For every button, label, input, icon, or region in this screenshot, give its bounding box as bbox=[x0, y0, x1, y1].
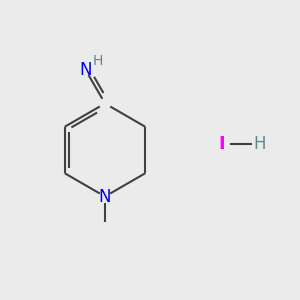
Text: I: I bbox=[219, 135, 225, 153]
Text: H: H bbox=[253, 135, 266, 153]
Text: N: N bbox=[79, 61, 92, 79]
Text: H: H bbox=[92, 54, 103, 68]
Text: N: N bbox=[99, 188, 111, 206]
